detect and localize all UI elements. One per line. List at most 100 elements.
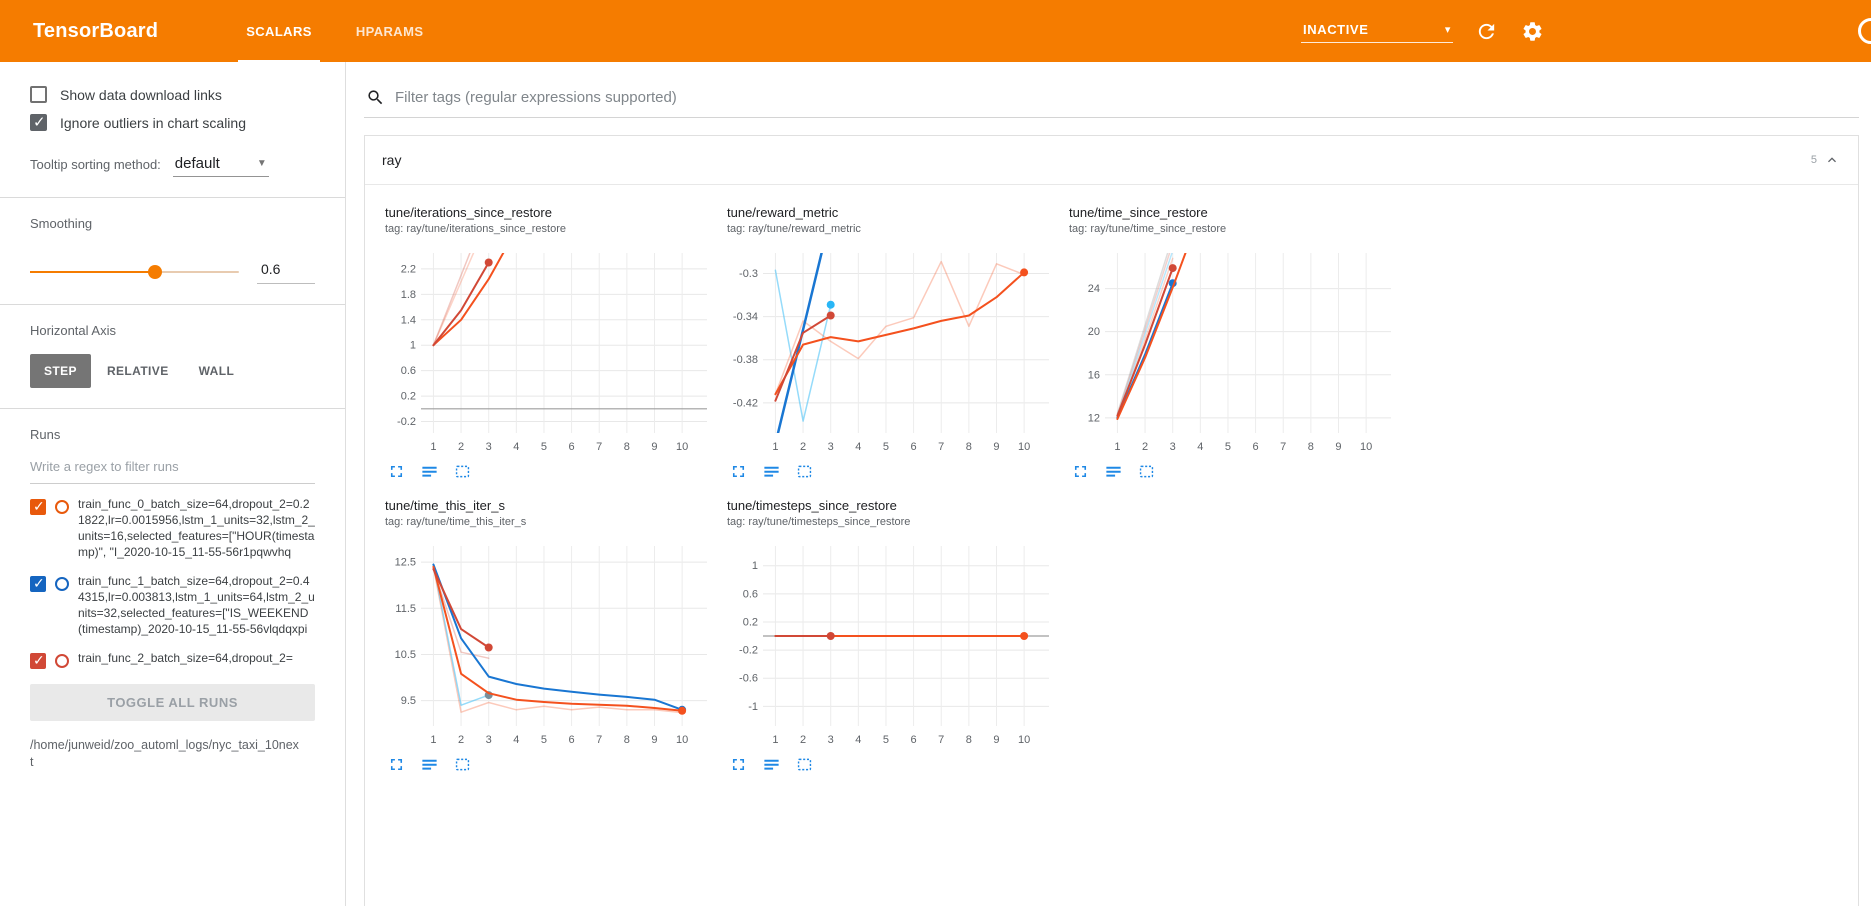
gear-icon [1523,21,1541,41]
pin-chart-button[interactable] [793,753,815,775]
horizontal-axis-section: Horizontal Axis STEP RELATIVE WALL [0,323,345,388]
svg-text:4: 4 [855,441,861,453]
axis-step-button[interactable]: STEP [30,354,91,388]
chevron-up-icon[interactable] [1824,152,1840,168]
data-lines-icon [421,759,437,770]
chevron-down-icon: ▼ [256,158,267,169]
svg-text:10.5: 10.5 [395,649,416,661]
chart-tag: tag: ray/tune/time_since_restore [1069,223,1227,235]
divider [0,197,345,198]
show-data-download-links-option[interactable]: Show data download links [30,86,315,103]
svg-text:-1: -1 [748,701,758,713]
chart-plot: -1 -0.6 -0.2 0.2 0.6 1 1 2 3 4 5 6 7 8 9 10 [739,546,1049,746]
run-checkbox-icon[interactable] [30,575,46,592]
run-radio-icon[interactable] [55,500,69,514]
chart-count-badge: 5 [1810,154,1817,166]
tooltip-sorting-dropdown[interactable]: default ▼ [172,153,269,177]
svg-text:3: 3 [486,441,492,453]
smoothing-label: Smoothing [30,216,93,231]
pin-chart-button[interactable] [451,460,473,482]
ignore-outliers-option[interactable]: Ignore outliers in chart scaling [30,113,315,131]
divider [0,304,345,305]
svg-text:4: 4 [513,734,519,746]
svg-text:9: 9 [651,441,657,453]
svg-text:2: 2 [800,441,806,453]
expand-chart-button[interactable] [727,460,749,482]
smoothing-value[interactable]: 0.6 [257,259,315,284]
smoothing-slider[interactable] [30,264,239,279]
svg-text:1: 1 [430,441,436,453]
run-radio-icon[interactable] [55,654,69,668]
axis-relative-button[interactable]: RELATIVE [93,354,183,388]
svg-text:8: 8 [966,734,972,746]
general-options-section: Show data download links Ignore outliers… [0,86,345,177]
chart-data-button[interactable] [418,753,440,775]
log-directory-path: /home/junweid/zoo_automl_logs/nyc_taxi_1… [30,738,299,769]
chevron-down-icon: ▾ [1444,24,1451,36]
tab-hparams[interactable]: HPARAMS [355,23,424,39]
axis-wall-button[interactable]: WALL [185,354,249,388]
expand-chart-icon [732,465,744,477]
main-layout: Show data download links Ignore outliers… [0,62,1871,906]
toggle-all-runs-button[interactable]: TOGGLE ALL RUNS [30,684,315,721]
expand-chart-icon [1074,465,1086,477]
checkbox-icon[interactable] [30,86,47,103]
svg-text:8: 8 [1308,441,1314,453]
run-label: train_func_1_batch_size=64,dropout_2=0.4… [78,574,315,636]
pin-chart-button[interactable] [1135,460,1157,482]
svg-text:2: 2 [458,441,464,453]
chart-data-button[interactable] [760,753,782,775]
chart-title: tune/reward_metric [727,205,839,220]
chart-plot: -0.42 -0.38 -0.34 -0.3 1 2 3 4 5 6 7 8 9 10 [733,253,1049,453]
chart-data-button[interactable] [1102,460,1124,482]
chart-data-button[interactable] [418,460,440,482]
svg-text:10: 10 [1360,441,1372,453]
runs-label: Runs [30,427,61,442]
expand-chart-button[interactable] [385,753,407,775]
refresh-button[interactable] [1473,18,1499,44]
svg-text:2.2: 2.2 [401,263,416,275]
svg-text:0.6: 0.6 [401,365,416,377]
run-item[interactable]: train_func_2_batch_size=64,dropout_2= [30,650,315,669]
run-checkbox-icon[interactable] [30,498,46,515]
expand-chart-button[interactable] [727,753,749,775]
checkbox-icon[interactable] [30,113,47,131]
section-title: ray [382,152,402,168]
svg-text:-0.6: -0.6 [739,673,758,685]
svg-text:10: 10 [1018,441,1030,453]
settings-button[interactable] [1519,18,1545,44]
pin-chart-button[interactable] [451,753,473,775]
pin-chart-icon [797,758,811,770]
svg-text:5: 5 [883,441,889,453]
svg-text:24: 24 [1088,283,1100,295]
runs-filter-input[interactable] [30,450,315,484]
svg-text:10: 10 [676,734,688,746]
run-item[interactable]: train_func_0_batch_size=64,dropout_2=0.2… [30,496,315,560]
expand-chart-button[interactable] [1069,460,1091,482]
svg-text:11.5: 11.5 [395,603,416,615]
data-status-dropdown[interactable]: INACTIVE ▾ [1301,19,1453,43]
help-icon[interactable] [1858,18,1871,44]
svg-text:16: 16 [1088,369,1100,381]
tab-bar: SCALARS HPARAMS [224,0,445,62]
data-lines-icon [763,759,779,770]
expand-chart-button[interactable] [385,460,407,482]
chart-data-button[interactable] [760,460,782,482]
runs-section: Runs train_func_0_batch_size=64,dropout_… [0,427,345,771]
smoothing-slider-thumb[interactable] [148,264,163,279]
chart-tag: tag: ray/tune/iterations_since_restore [385,223,566,235]
tag-filter-input[interactable] [395,89,1857,106]
tab-scalars[interactable]: SCALARS [224,0,334,62]
ray-section-header[interactable]: ray 5 [365,136,1858,185]
pin-chart-icon [455,758,469,770]
svg-text:3: 3 [1170,441,1176,453]
main-content: ray 5 tune/iterations_since_restore tag:… [346,62,1871,906]
run-checkbox-icon[interactable] [30,652,46,669]
tag-filter-row [364,86,1859,118]
run-radio-icon[interactable] [55,577,69,591]
run-item[interactable]: train_func_1_batch_size=64,dropout_2=0.4… [30,573,315,637]
chart-toolbar [1069,460,1399,482]
pin-chart-button[interactable] [793,460,815,482]
svg-text:-0.38: -0.38 [733,354,758,366]
